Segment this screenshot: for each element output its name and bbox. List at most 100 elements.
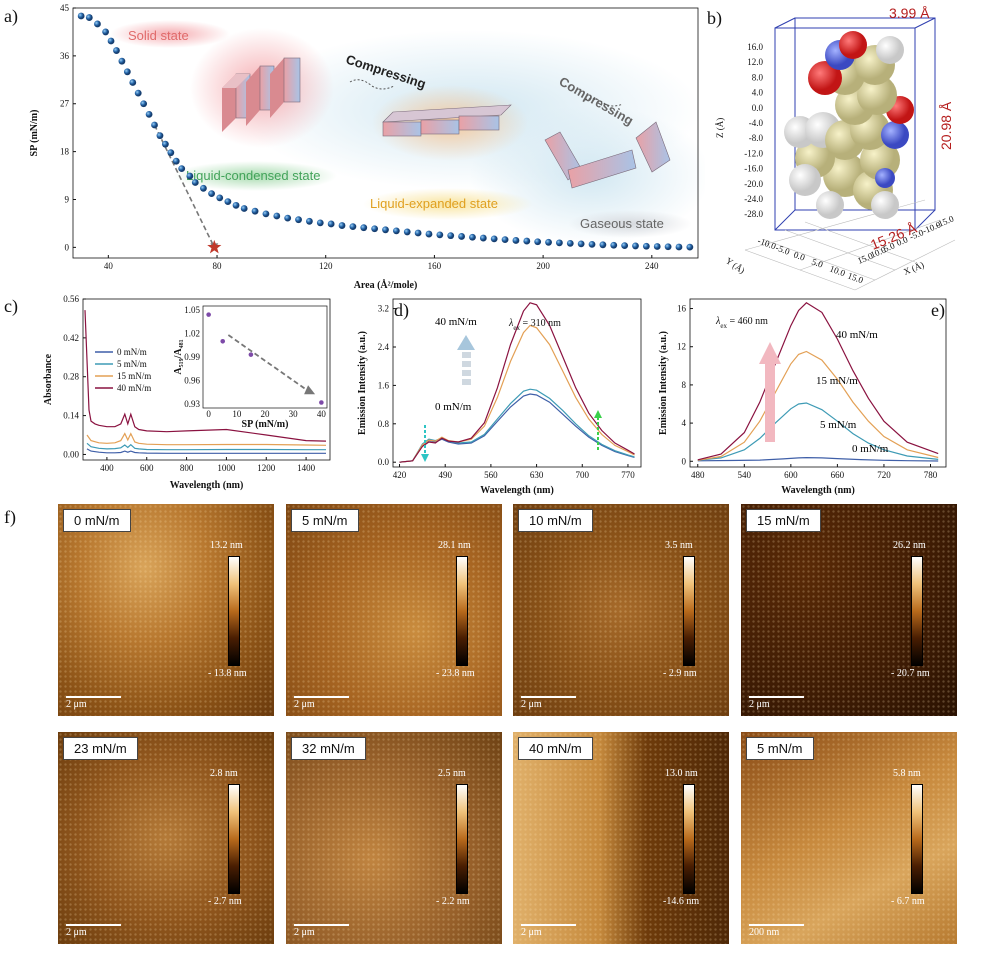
isotherm-point [316,219,324,227]
isotherm-point [134,89,142,97]
scale-bar: 2 μm [521,696,576,710]
label-5-e: 5 mN/m [820,419,857,431]
afm-texture [741,732,957,944]
x-tick-label: 420 [393,470,407,480]
isotherm-point [512,237,520,244]
x-tick-label: 600 [784,470,798,480]
isotherm-point [167,149,175,157]
y-tick-label: 1.6 [378,380,390,390]
y-axis-label: SP (mN/m) [29,110,40,157]
isotherm-point [338,222,346,229]
isotherm-point [151,121,158,129]
y-tick-label: 36 [60,51,70,61]
isotherm-point [501,236,509,244]
colorbar-min-label: - 2.9 nm [663,668,697,679]
scale-bar-label: 2 μm [521,927,542,938]
ground-grid [744,199,956,291]
x-axis-label: X (Å) [902,260,925,277]
colorbar-max-label: 13.2 nm [210,540,243,551]
y-tick-label: 0 [65,242,70,252]
y-tick-label: 0.0 [378,457,390,467]
afm-texture [741,504,957,716]
isotherm-chart: Compressing Compressing Solid state Liqu… [29,3,705,291]
isotherm-point [642,242,650,250]
isotherm-point [675,243,683,251]
colorbar-max-label: 5.8 nm [893,768,921,779]
y-tick-label: 9 [65,194,70,204]
panel-label-c: c) [4,296,18,316]
z-tick-label: -16.0 [744,164,763,174]
inset-y-tick-label: 1.05 [184,305,200,315]
y-tick-label: -5.0 [774,242,791,256]
afm-pressure-label: 10 mN/m [518,509,593,532]
isotherm-point [129,79,137,86]
scale-bar-label: 2 μm [294,927,315,938]
isotherm-point [94,20,101,28]
x-tick-label: 0.0 [895,234,910,248]
up-arrow-icon [457,335,475,385]
series-line [399,302,635,463]
afm-pressure-label: 5 mN/m [291,509,359,532]
y-tick-label: 0.14 [63,411,79,421]
y-tick-label: 4 [682,418,687,428]
afm-image: 10 mN/m 3.5 nm - 2.9 nm 2 μm [513,504,729,716]
isotherm-point [566,239,574,247]
afm-texture [58,504,274,716]
isotherm-point [178,165,186,173]
inset-point [206,312,211,317]
dim-width-label: 3.99 Å [889,5,930,21]
x-axis-label: Wavelength (nm) [480,485,554,496]
afm-pressure-label: 0 mN/m [63,509,131,532]
z-tick-label: 0.0 [752,103,764,113]
afm-image: 0 mN/m 13.2 nm - 13.8 nm 2 μm [58,504,274,716]
colorbar-max-label: 13.0 nm [665,768,698,779]
isotherm-point [216,194,224,202]
isotherm-point [469,233,476,241]
x-tick-label: 1000 [217,463,236,473]
trend-arrowhead [304,385,316,395]
afm-image: 15 mN/m 26.2 nm - 20.7 nm 2 μm [741,504,957,716]
plot-frame [392,298,642,468]
afm-image: 23 mN/m 2.8 nm - 2.7 nm 2 μm [58,732,274,944]
colorbar-max-label: 28.1 nm [438,540,471,551]
x-axis-label: Area (Å²/mole) [354,279,418,291]
y-tick-label: 16 [677,304,687,314]
y-tick-label: 0.28 [63,372,79,382]
solid-state-slabs-icon [222,57,301,132]
y-tick-label: 27 [60,99,70,109]
afm-texture [513,732,729,944]
isotherm-point [458,233,465,240]
y-tick-label: 5.0 [810,256,824,269]
afm-colorbar [683,556,695,666]
afm-colorbar [456,784,468,894]
y-axis-label: Y (Å) [724,255,747,275]
x-tick-label: 1200 [257,463,276,473]
z-tick-label: -24.0 [744,194,763,204]
colorbar-min-label: - 13.8 nm [208,668,247,679]
label-0-e: 0 mN/m [852,443,889,455]
isotherm-point [610,241,618,249]
isotherm-point [191,179,199,186]
inset-y-tick-label: 0.99 [184,352,200,362]
isotherm-point [240,205,248,212]
scale-bar: 2 μm [294,696,349,710]
isotherm-point [273,212,281,220]
isotherm-point [599,241,607,249]
afm-texture [58,732,274,944]
inset-point [220,339,226,344]
isotherm-point [686,243,694,251]
x-tick-label: 600 [140,463,154,473]
pink-up-arrow-icon [759,342,781,442]
plot-frame [689,298,947,468]
afm-texture [286,504,502,716]
colorbar-min-label: - 2.2 nm [436,896,470,907]
x-tick-label: 540 [738,470,752,480]
y-tick-label: 45 [60,3,70,13]
colorbar-min-label: - 6.7 nm [891,896,925,907]
isotherm-point [621,242,629,250]
afm-colorbar [683,784,695,894]
x-tick-label: 490 [438,470,452,480]
isotherm-point [145,110,153,118]
series-line [86,448,326,454]
panel-label-e: e) [931,300,945,320]
